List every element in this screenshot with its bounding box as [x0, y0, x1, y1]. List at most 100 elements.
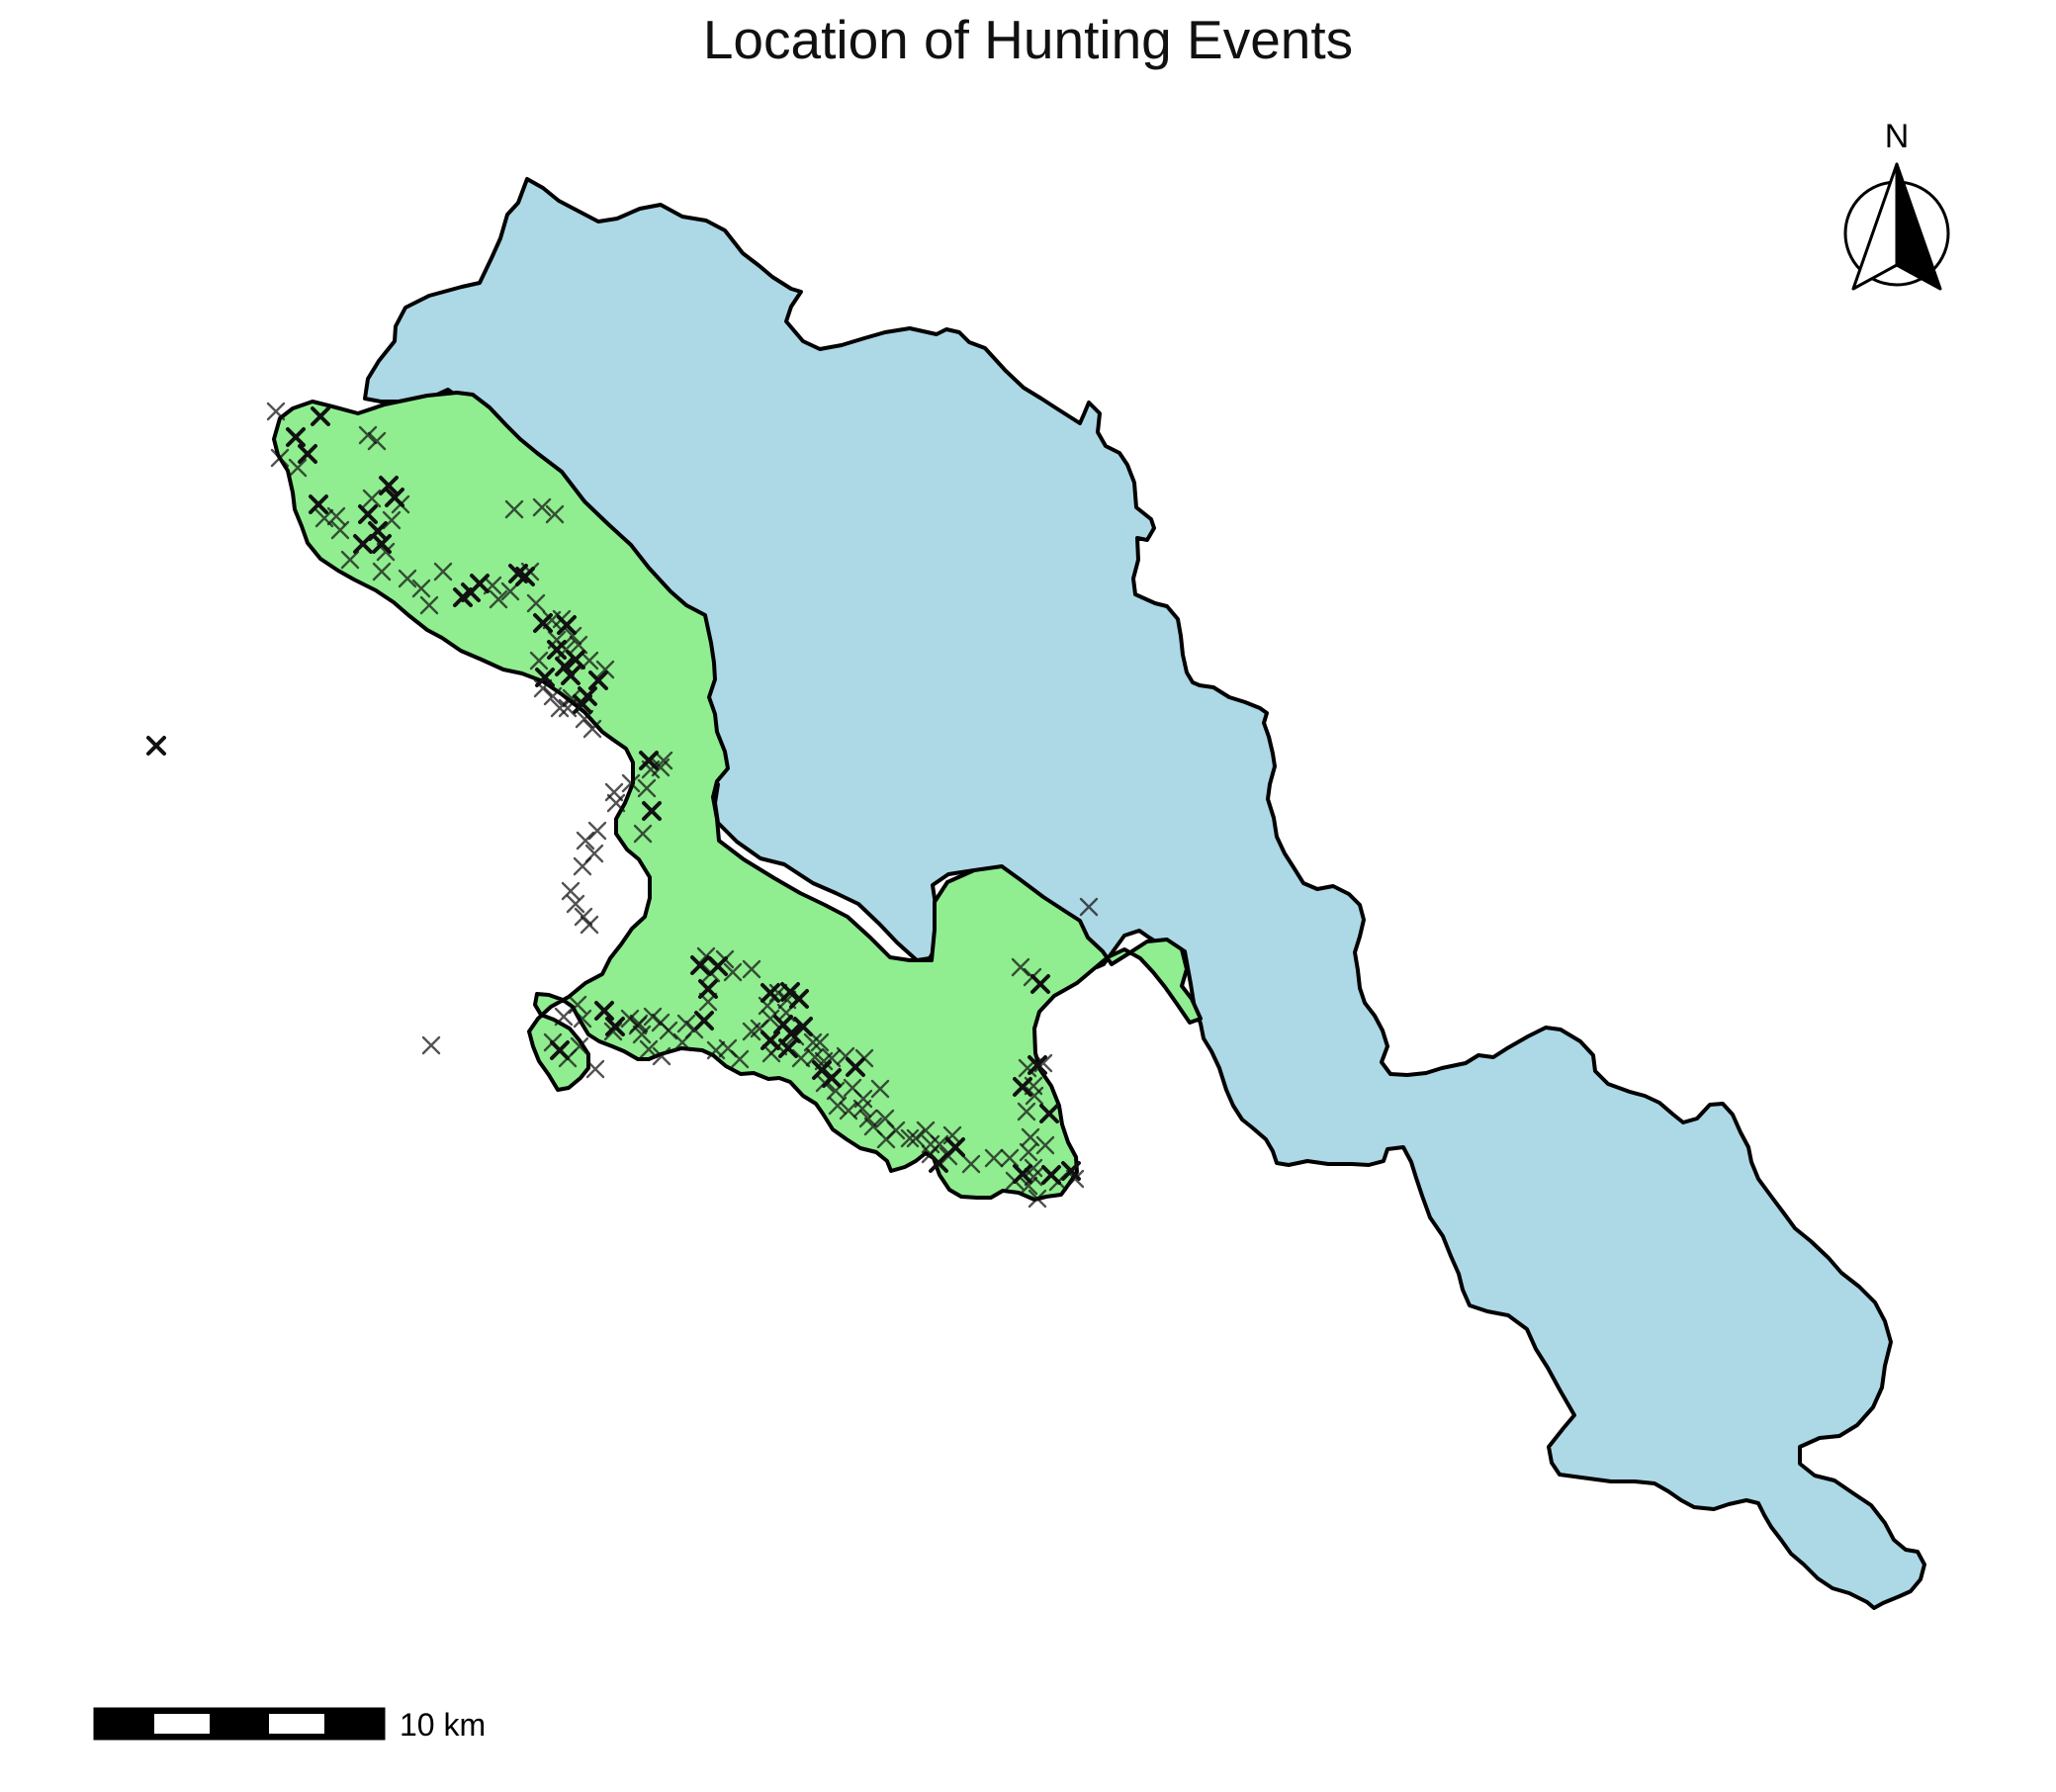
hunting-event-marker	[1028, 1189, 1047, 1209]
scale-bar-segment	[210, 1709, 269, 1739]
hunting-event-marker	[742, 959, 761, 979]
hunting-event-marker	[776, 1003, 796, 1023]
hunting-event-marker	[1039, 1104, 1059, 1123]
hunting-event-marker	[146, 736, 166, 756]
north-arrow-icon: N	[1843, 118, 1950, 291]
hunting-event-marker	[1019, 1176, 1038, 1196]
hunting-event-marker	[575, 709, 594, 729]
hunting-event-marker	[379, 476, 399, 495]
hunting-event-marker	[358, 504, 378, 524]
hunting-event-marker	[526, 593, 546, 613]
hunting-event-marker	[803, 1032, 823, 1052]
hunting-event-marker	[1035, 1135, 1055, 1155]
hunting-event-marker	[562, 688, 581, 708]
blue-area-region	[363, 177, 1926, 1610]
hunting-event-marker	[632, 1025, 652, 1044]
hunting-event-marker	[1021, 1127, 1040, 1147]
hunting-event-marker	[555, 657, 575, 676]
hunting-event-marker	[561, 881, 581, 901]
hunting-event-marker	[580, 651, 599, 671]
hunting-event-marker	[822, 1068, 842, 1088]
hunting-event-marker	[1017, 1102, 1036, 1121]
hunting-event-marker	[330, 520, 350, 540]
hunting-event-marker	[550, 698, 570, 718]
hunting-event-marker	[500, 582, 520, 601]
hunting-event-marker	[594, 1001, 614, 1021]
hunting-event-marker	[573, 1009, 592, 1029]
hunting-event-marker	[791, 1048, 811, 1068]
hunting-event-marker	[604, 782, 624, 802]
scale-bar-segment-bottom	[154, 1734, 210, 1739]
hunting-event-marker	[633, 824, 653, 844]
hunting-event-marker	[288, 458, 308, 478]
hunting-event-marker	[659, 1021, 678, 1040]
hunting-event-marker	[340, 550, 360, 570]
hunting-event-marker	[270, 448, 290, 468]
hunting-event-marker	[858, 1109, 878, 1128]
hunting-event-marker	[929, 1153, 948, 1173]
hunting-event-marker	[570, 1036, 589, 1056]
north-label: N	[1885, 118, 1910, 155]
hunting-event-marker	[358, 425, 378, 445]
hunting-event-marker	[810, 1032, 830, 1052]
hunting-event-marker	[520, 562, 540, 582]
hunting-event-marker	[533, 678, 553, 698]
hunting-event-marker	[558, 698, 578, 718]
hunting-event-marker	[569, 635, 588, 655]
hunting-event-marker	[876, 1129, 896, 1149]
hunting-event-marker	[298, 444, 317, 464]
hunting-event-marker	[698, 979, 718, 999]
hunting-event-marker	[1018, 1058, 1037, 1078]
hunting-event-marker	[1011, 957, 1030, 977]
scale-bar-segment-bottom	[269, 1734, 324, 1739]
hunting-event-marker	[651, 758, 670, 777]
hunting-event-marker	[984, 1148, 1004, 1168]
hunting-event-marker	[822, 1048, 842, 1068]
hunting-event-marker	[828, 1096, 848, 1116]
hunting-event-marker	[1000, 1148, 1020, 1168]
hunting-event-marker	[870, 1079, 890, 1099]
hunting-event-marker	[706, 1040, 726, 1060]
scale-bar-segment	[324, 1709, 384, 1739]
hunting-event-marker	[561, 666, 581, 685]
hunting-event-marker	[372, 562, 392, 582]
hunting-event-marker	[382, 510, 402, 530]
hunting-event-marker	[760, 1009, 780, 1029]
hunting-event-marker	[266, 402, 286, 421]
hunting-event-marker	[286, 427, 306, 447]
hunting-event-marker	[676, 1014, 696, 1033]
hunting-event-marker	[730, 1049, 750, 1069]
scale-bar-label: 10 km	[400, 1707, 486, 1743]
hunting-event-marker	[805, 1047, 825, 1067]
hunting-event-marker	[578, 686, 597, 706]
hunting-event-marker	[854, 1048, 874, 1068]
hunting-event-marker	[367, 431, 387, 451]
hunting-event-marker	[642, 801, 662, 821]
hunting-event-marker	[694, 1011, 714, 1030]
hunting-event-marker	[311, 406, 330, 426]
hunting-event-marker	[543, 686, 563, 706]
hunting-event-marker	[639, 1039, 659, 1059]
hunting-event-marker	[483, 576, 502, 595]
hunting-event-marker	[433, 562, 453, 582]
hunting-event-marker	[900, 1128, 920, 1148]
hunting-event-marker	[1019, 1142, 1038, 1162]
hunting-event-marker	[489, 589, 508, 609]
hunting-event-marker	[587, 821, 607, 841]
hunting-event-marker	[545, 504, 565, 524]
scale-bar-segment-top	[269, 1709, 324, 1714]
hunting-event-marker	[942, 1125, 962, 1145]
hunting-event-marker	[566, 894, 585, 914]
hunting-event-marker	[698, 992, 718, 1012]
scale-bar: 10 km	[93, 1707, 486, 1743]
hunting-event-marker	[742, 1022, 761, 1041]
hunting-event-marker	[582, 719, 602, 739]
hunting-event-marker	[391, 494, 410, 514]
hunting-event-marker	[574, 907, 593, 927]
hunting-event-marker	[652, 1046, 671, 1066]
hunting-event-marker	[595, 660, 615, 679]
hunting-event-marker	[398, 569, 417, 588]
hunting-event-marker	[532, 497, 552, 517]
hunting-event-marker	[504, 499, 524, 519]
